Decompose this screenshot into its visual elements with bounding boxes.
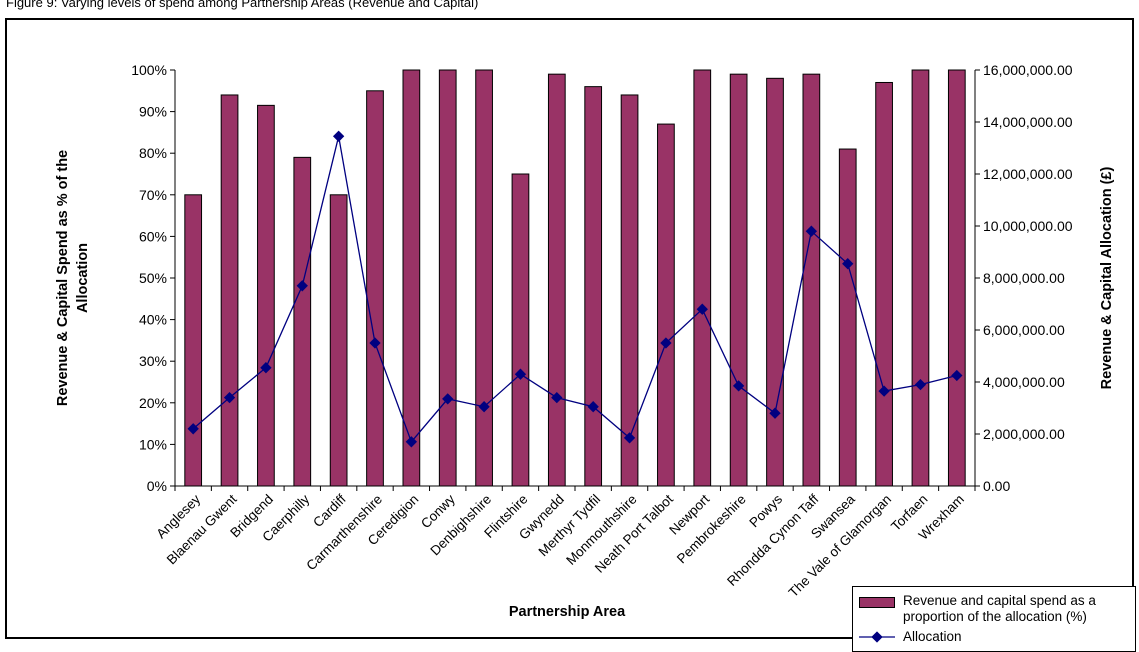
figure-caption: Figure 9: Varying levels of spend among …	[6, 0, 479, 10]
allocation-point-caerphilly	[296, 280, 308, 292]
left-tick-label: 10%	[139, 436, 167, 452]
left-tick-label: 40%	[139, 312, 167, 328]
allocation-point-merthyr-tydfil	[587, 401, 599, 413]
allocation-point-torfaen	[914, 378, 927, 391]
allocation-point-monmouthshire	[623, 432, 636, 444]
allocation-point-gwynedd	[551, 391, 563, 404]
allocation-point-ceredigion	[405, 436, 418, 448]
bar-ceredigion	[402, 69, 421, 487]
legend-label-spend: Revenue and capital spend as a proportio…	[903, 593, 1096, 624]
chart-legend: Revenue and capital spend as a proportio…	[852, 586, 1136, 652]
allocation-point-pembrokeshire	[732, 380, 745, 392]
allocation-point-bridgend	[260, 362, 272, 374]
legend-swatch-bar	[859, 597, 895, 608]
legend-label-allocation: Allocation	[903, 629, 962, 644]
allocation-point-newport	[696, 303, 708, 315]
left-axis-title: Revenue & Capital Spend as % of the Alloc…	[55, 150, 91, 406]
bar-torfaen	[911, 69, 930, 487]
right-tick-label: 10,000,000.00	[983, 218, 1073, 234]
allocation-point-wrexham	[951, 369, 963, 382]
allocation-point-powys	[769, 407, 781, 419]
allocation-point-blaenau-gwent	[223, 391, 236, 404]
legend-item-allocation: Allocation	[859, 629, 1129, 647]
chart-plot: 0% 10% 20% 30% 40% 50% 60% 70% 80% 90% 100% 0.00 2,0…	[55, 62, 1115, 620]
bar-cardiff	[329, 194, 348, 487]
left-tick-label: 90%	[139, 104, 167, 120]
bar-caerphilly	[293, 156, 312, 487]
bar-merthyr-tydfil	[584, 86, 603, 487]
bar-anglesey	[184, 194, 203, 487]
left-axis-title-line-2: Allocation	[75, 243, 91, 313]
legend-item-spend: Revenue and capital spend as a proportio…	[859, 593, 1129, 627]
right-tick-label: 4,000,000.00	[983, 374, 1065, 390]
bar-blaenau-gwent	[220, 94, 239, 487]
bar-wrexham	[947, 69, 966, 487]
legend-swatch-line	[859, 631, 895, 643]
allocation-point-anglesey	[187, 423, 199, 435]
allocation-point-cardiff	[332, 130, 345, 142]
bar-swansea	[838, 148, 857, 487]
bar-bridgend	[257, 104, 275, 487]
left-tick-label: 0%	[147, 478, 167, 494]
bar-newport	[693, 69, 712, 487]
left-tick-label: 50%	[139, 270, 167, 286]
bar-denbighshire	[475, 69, 493, 487]
right-tick-label: 16,000,000.00	[983, 62, 1073, 78]
right-tick-label: 0.00	[983, 478, 1010, 494]
bar-monmouthshire	[620, 94, 639, 487]
left-tick-label: 100%	[131, 62, 167, 78]
left-tick-label: 30%	[139, 353, 167, 369]
left-tick-label: 70%	[139, 187, 167, 203]
left-axis-title-line-1: Revenue & Capital Spend as % of the	[55, 150, 71, 406]
allocation-point-carmarthenshire	[369, 337, 381, 349]
right-axis-title: Revenue & Capital Allocation (£)	[1099, 167, 1115, 390]
bar-pembrokeshire	[729, 73, 748, 487]
right-tick-label: 6,000,000.00	[983, 322, 1065, 338]
allocation-point-neath-port-talbot	[660, 337, 672, 349]
right-tick-label: 14,000,000.00	[983, 114, 1073, 130]
allocation-point-rhondda-cynon-taff	[805, 225, 818, 237]
bar-conwy	[438, 69, 457, 487]
left-tick-label: 20%	[139, 395, 167, 411]
x-axis-title: Partnership Area	[509, 604, 626, 620]
right-tick-label: 2,000,000.00	[983, 426, 1065, 442]
chart-area: 0% 10% 20% 30% 40% 50% 60% 70% 80% 90% 100% 0.00 2,0…	[5, 18, 1136, 652]
right-tick-label: 8,000,000.00	[983, 270, 1065, 286]
bar-carmarthenshire	[366, 90, 384, 487]
bar-the-vale-of-glamorgan	[875, 81, 893, 487]
bar-flintshire	[511, 173, 530, 487]
right-tick-label: 12,000,000.00	[983, 166, 1073, 182]
left-tick-label: 60%	[139, 228, 167, 244]
allocation-point-the-vale-of-glamorgan	[878, 385, 890, 397]
left-tick-label: 80%	[139, 145, 167, 161]
allocation-line	[192, 136, 957, 444]
allocation-point-denbighshire	[478, 401, 490, 413]
bar-rhondda-cynon-taff	[802, 73, 821, 487]
allocation-point-swansea	[842, 258, 854, 270]
bar-gwynedd	[547, 73, 566, 487]
bar-powys	[766, 77, 784, 487]
bar-neath-port-talbot	[657, 123, 675, 487]
allocation-point-conwy	[442, 393, 454, 405]
